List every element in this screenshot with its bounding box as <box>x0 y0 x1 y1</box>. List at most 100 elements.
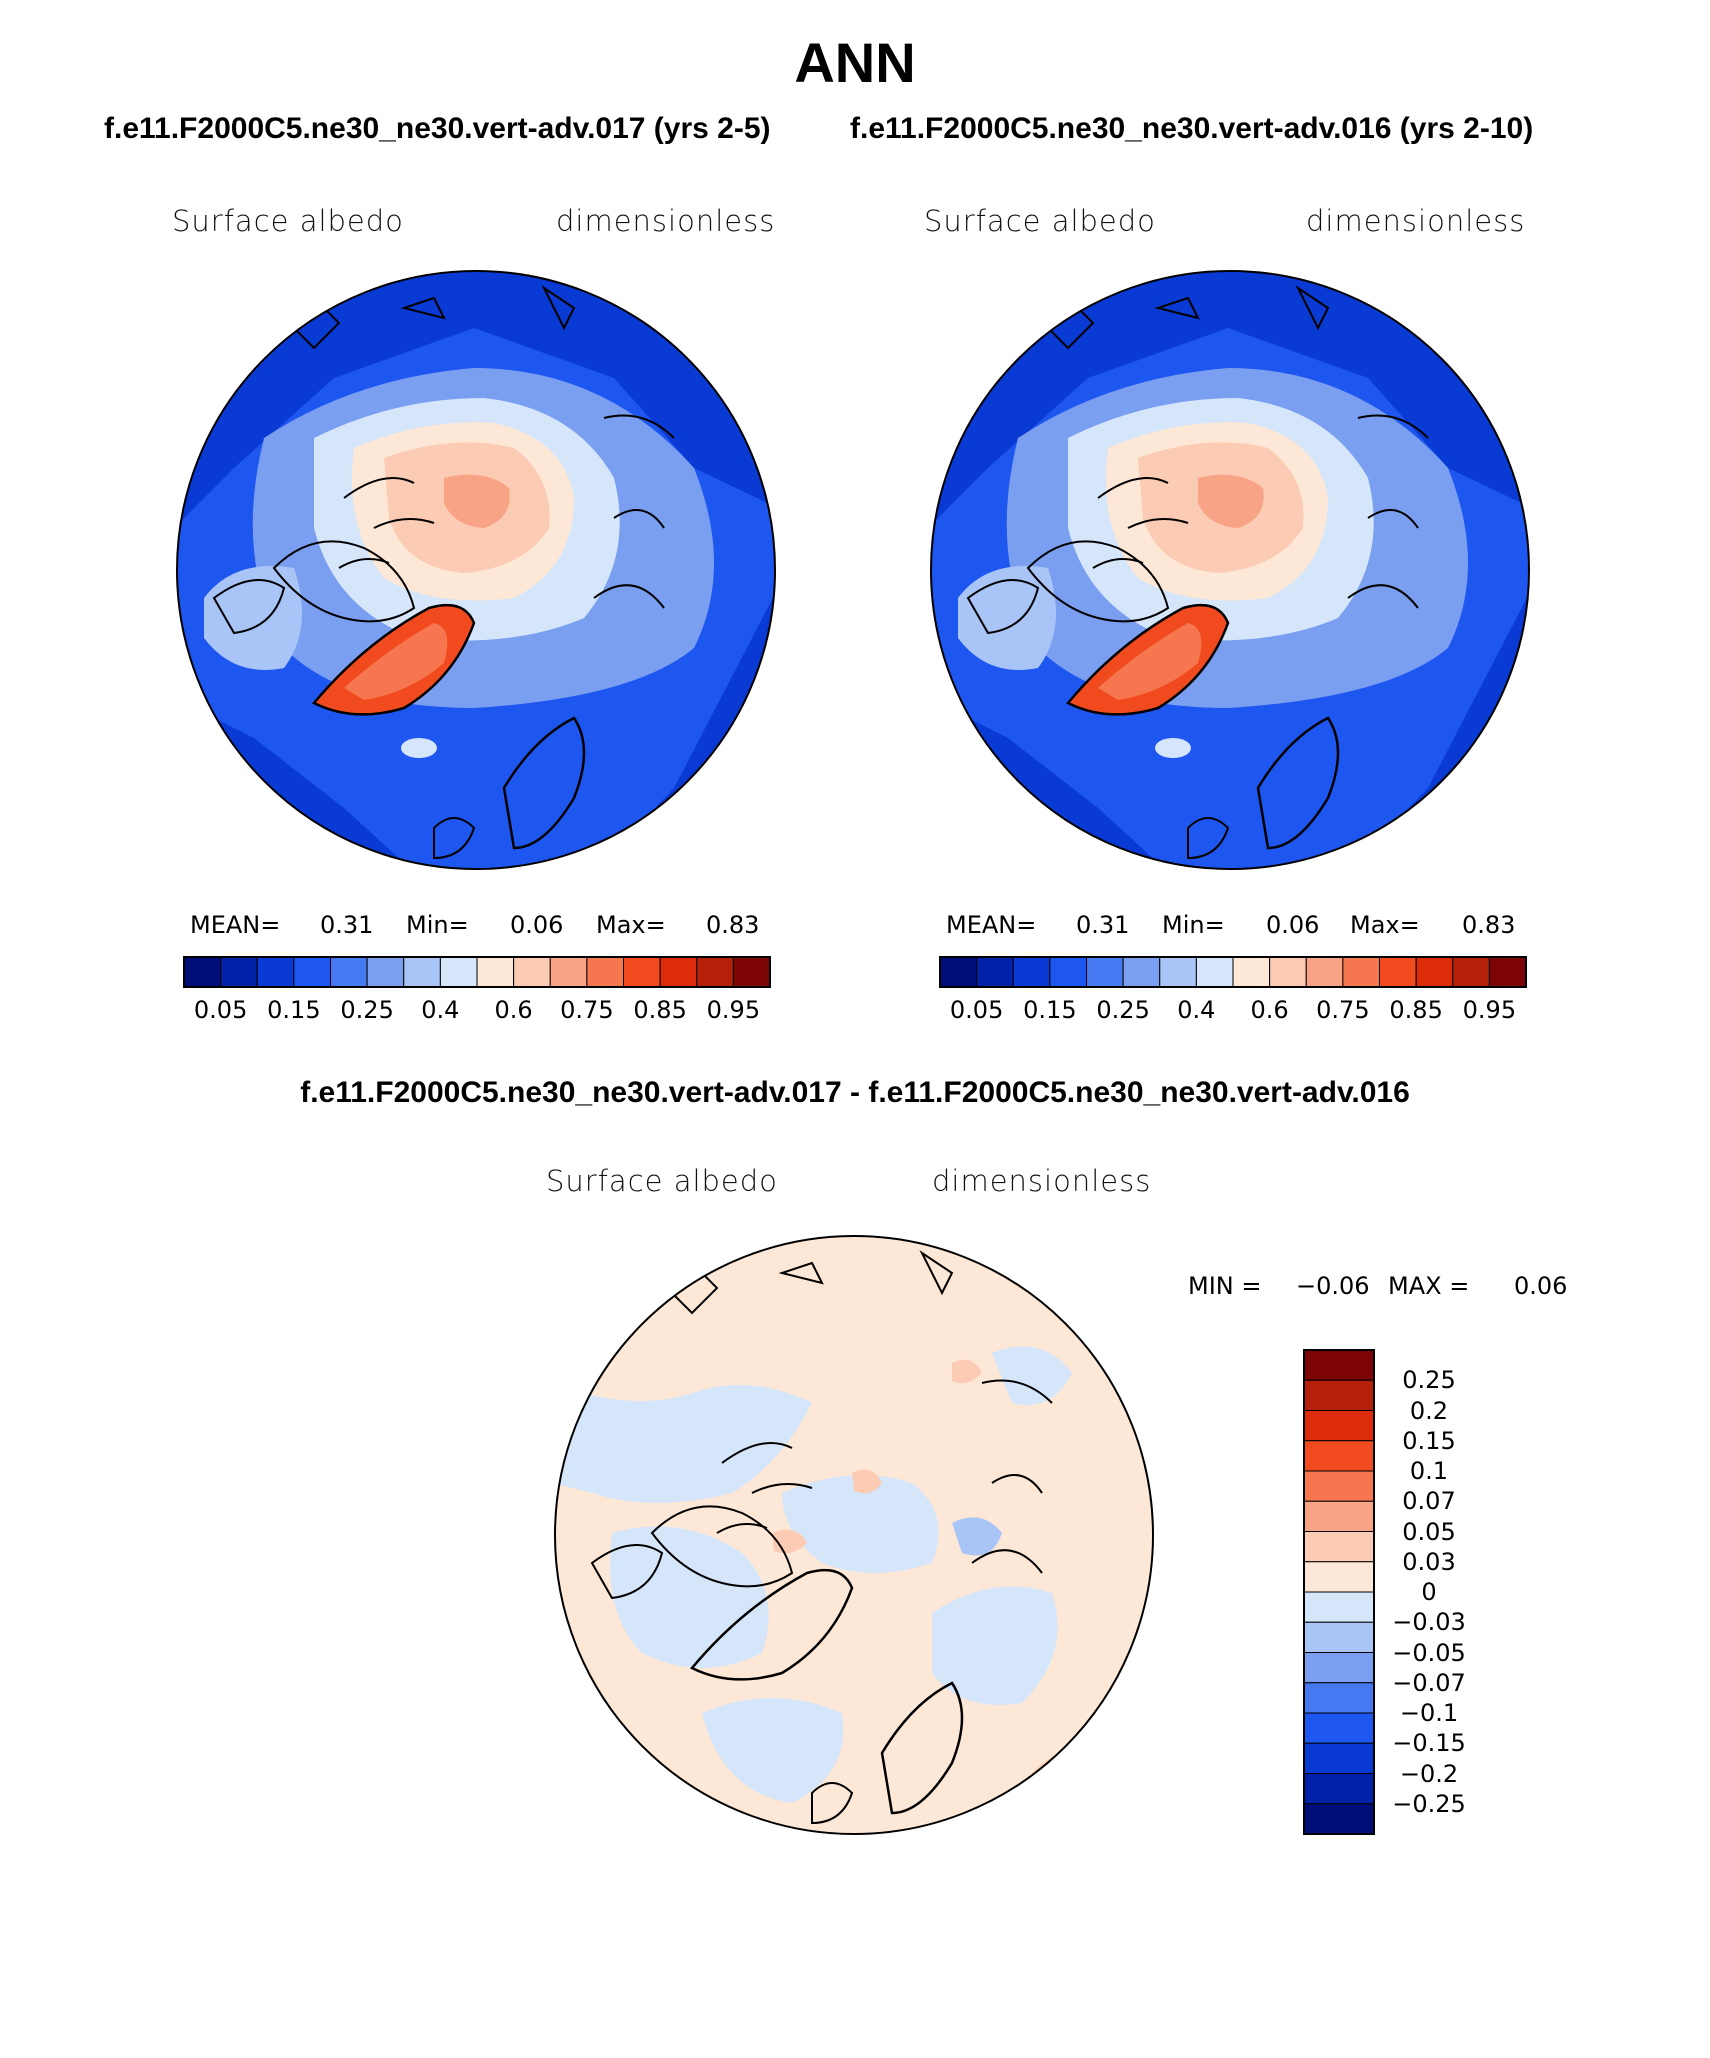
colorbar-swatch <box>1303 1410 1375 1442</box>
diff-units-label: dimensionless <box>932 1164 1152 1198</box>
colorbar-tick-label: 0.05 <box>1402 1517 1456 1546</box>
albedo-map-panel1 <box>176 270 776 870</box>
colorbar-tick-label: 0.75 <box>1316 996 1370 1024</box>
colorbar-swatch <box>1049 956 1087 988</box>
panel2-min-label: Min= <box>1162 911 1225 939</box>
page-title: ANN <box>794 31 916 94</box>
colorbar-swatch <box>1159 956 1197 988</box>
colorbar-swatch <box>1488 956 1527 988</box>
panel1-variable-label: Surface albedo <box>172 204 404 238</box>
colorbar-tick-label: 0.25 <box>340 996 394 1024</box>
panel2-variable-label: Surface albedo <box>924 204 1156 238</box>
colorbar-tick-label: 0.15 <box>1402 1426 1456 1455</box>
colorbar-swatch <box>366 956 405 988</box>
colorbar-swatch <box>1303 1561 1375 1593</box>
albedo-map-panel2 <box>930 270 1530 870</box>
colorbar-swatch <box>1452 956 1490 988</box>
colorbar-swatch <box>183 956 222 988</box>
colorbar-tick-label: −0.15 <box>1392 1729 1466 1758</box>
colorbar-tick-label: 0.95 <box>706 996 761 1024</box>
panel1-mean-label: MEAN= <box>190 911 281 939</box>
colorbar-tick-label: 0.03 <box>1402 1547 1456 1576</box>
colorbar-tick-label: −0.25 <box>1392 1789 1466 1818</box>
colorbar-tick-label: −0.07 <box>1392 1668 1466 1697</box>
panel2-max-label: Max= <box>1350 911 1420 939</box>
colorbar-swatch <box>1303 1440 1375 1472</box>
colorbar-swatch <box>1122 956 1161 988</box>
colorbar-swatch <box>1303 1652 1375 1684</box>
colorbar-swatch <box>659 956 698 988</box>
colorbar-tick-label: 0.4 <box>421 996 460 1024</box>
colorbar-swatch <box>939 956 978 988</box>
colorbar-difference <box>1303 1349 1375 1835</box>
colorbar-swatch <box>1269 956 1307 988</box>
panel2-mean-label: MEAN= <box>946 911 1037 939</box>
colorbar-swatch <box>1305 956 1344 988</box>
colorbar-tick-label: 0.05 <box>949 996 1004 1024</box>
colorbar-tick-label: −0.03 <box>1392 1608 1466 1637</box>
colorbar-frame <box>1303 1349 1375 1835</box>
colorbar-swatch <box>1415 956 1454 988</box>
colorbar-tick-label: 0.85 <box>1389 996 1443 1024</box>
colorbar-tick-label: 0.1 <box>1409 1457 1449 1485</box>
colorbar-tick-label: −0.1 <box>1399 1699 1459 1727</box>
colorbar-swatch <box>330 956 368 988</box>
colorbar-swatch <box>1195 956 1234 988</box>
colorbar-swatch <box>476 956 515 988</box>
colorbar-swatch <box>1086 956 1124 988</box>
colorbar-swatch <box>513 956 551 988</box>
colorbar-swatch <box>1303 1803 1375 1835</box>
colorbar-swatch <box>1379 956 1417 988</box>
panel1-mean-value: 0.31 <box>320 911 374 939</box>
subtitle-left: f.e11.F2000C5.ne30_ne30.vert-adv.017 (yr… <box>104 112 771 145</box>
colorbar-tick-label: 0.25 <box>1096 996 1150 1024</box>
colorbar-swatch <box>976 956 1014 988</box>
colorbar-swatch <box>549 956 588 988</box>
colorbar-swatch <box>439 956 478 988</box>
colorbar-tick-label: 0.75 <box>560 996 614 1024</box>
colorbar-swatch <box>1012 956 1051 988</box>
subtitle-right: f.e11.F2000C5.ne30_ne30.vert-adv.016 (yr… <box>850 112 1534 145</box>
colorbar-swatch <box>1303 1500 1375 1532</box>
colorbar-tick-label: 0.15 <box>1023 996 1077 1024</box>
panel2-min-value: 0.06 <box>1266 911 1320 939</box>
colorbar-swatch <box>256 956 295 988</box>
diff-variable-label: Surface albedo <box>546 1164 778 1198</box>
panel1-min-value: 0.06 <box>510 911 564 939</box>
panel1-min-label: Min= <box>406 911 469 939</box>
colorbar-swatch <box>1342 956 1380 988</box>
colorbar-tick-label: 0.15 <box>267 996 321 1024</box>
panel2-units-label: dimensionless <box>1306 204 1526 238</box>
colorbar-swatch <box>293 956 331 988</box>
colorbar-swatch <box>1303 1379 1375 1411</box>
colorbar-swatch <box>1303 1682 1375 1714</box>
colorbar-tick-label: −0.2 <box>1399 1759 1459 1788</box>
colorbar-swatch <box>1232 956 1271 988</box>
colorbar-tick-label: −0.05 <box>1392 1638 1466 1667</box>
colorbar-swatch <box>1303 1621 1375 1653</box>
colorbar-panel2 <box>939 956 1527 988</box>
colorbar-tick-label: 0.2 <box>1409 1396 1449 1425</box>
colorbar-tick-label: 0.85 <box>633 996 687 1024</box>
panel2-max-value: 0.83 <box>1462 911 1516 939</box>
panel2-mean-value: 0.31 <box>1076 911 1130 939</box>
diff-max-label: MAX = <box>1388 1272 1470 1300</box>
colorbar-swatch <box>1303 1470 1375 1502</box>
colorbar-tick-label: 0 <box>1421 1578 1437 1606</box>
colorbar-swatch <box>623 956 661 988</box>
colorbar-swatch <box>1303 1712 1375 1744</box>
colorbar-swatch <box>220 956 258 988</box>
colorbar-swatch <box>696 956 734 988</box>
colorbar-swatch <box>1303 1773 1375 1805</box>
diff-min-label: MIN = <box>1188 1272 1262 1300</box>
colorbar-panel1 <box>183 956 771 988</box>
colorbar-swatch <box>1303 1531 1375 1563</box>
colorbar-frame <box>939 956 1527 988</box>
panel1-max-value: 0.83 <box>706 911 760 939</box>
colorbar-swatch <box>403 956 441 988</box>
colorbar-tick-label: 0.6 <box>1250 996 1289 1024</box>
colorbar-tick-label: 0.6 <box>494 996 533 1024</box>
colorbar-tick-label: 0.07 <box>1402 1487 1456 1516</box>
colorbar-frame <box>183 956 771 988</box>
panel1-units-label: dimensionless <box>556 204 776 238</box>
